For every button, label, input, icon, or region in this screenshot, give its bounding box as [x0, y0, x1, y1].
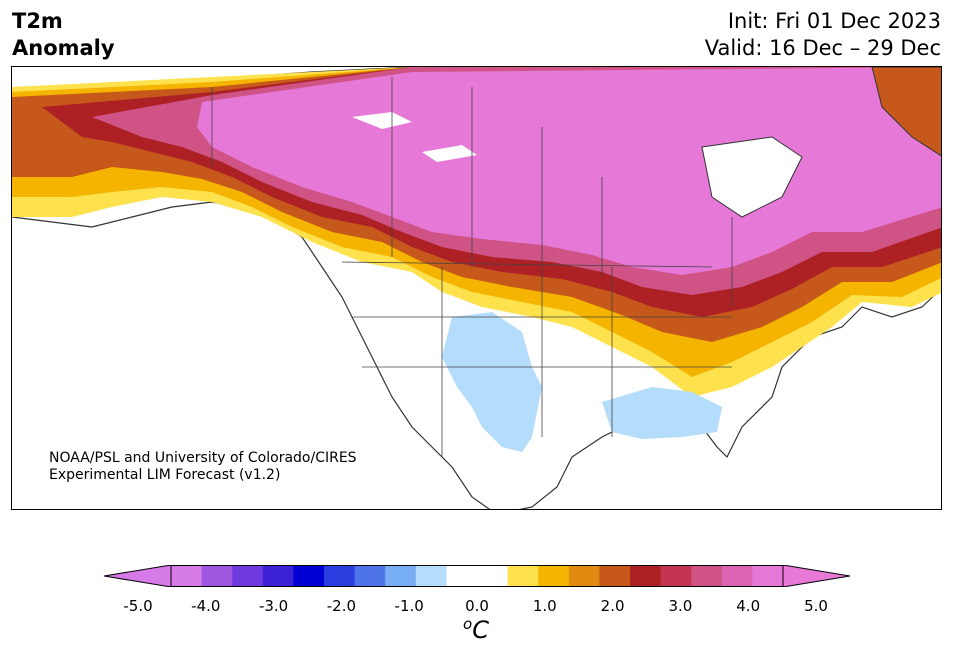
colorbar-cell: [721, 565, 753, 587]
colorbar-cell: [568, 565, 600, 587]
great-slave-lake: [352, 112, 412, 129]
colorbar-cell: [446, 565, 478, 587]
map-graphic: [12, 67, 941, 509]
title-line-1: T2m: [12, 9, 63, 33]
unit-label: oC: [463, 615, 489, 644]
colorbar-cell: [507, 565, 539, 587]
colorbar-cell: [752, 565, 784, 587]
colorbar-tick-label: 5.0: [804, 597, 828, 615]
hudson-bay: [701, 136, 803, 218]
credit-line-2: Experimental LIM Forecast (v1.2): [49, 467, 281, 483]
colorbar-cell: [660, 565, 692, 587]
colorbar: [104, 565, 850, 587]
unit-base: C: [472, 616, 489, 644]
colorbar-cell: [599, 565, 631, 587]
greenland: [871, 67, 941, 157]
colorbar-tick-label: 2.0: [600, 597, 625, 615]
anomaly-map: [11, 66, 942, 510]
colorbar-tick-label: 4.0: [736, 597, 761, 615]
colorbar-cell: [385, 565, 417, 587]
cool-patch-west: [442, 312, 542, 452]
colorbar-cell: [354, 565, 386, 587]
colorbar-tick-label: 3.0: [668, 597, 693, 615]
credit-line-1: NOAA/PSL and University of Colorado/CIRE…: [49, 450, 357, 466]
unit-degree: o: [463, 615, 473, 633]
colorbar-cell: [171, 565, 203, 587]
boundary-lines: [211, 77, 733, 457]
cool-patch-southeast: [602, 387, 722, 439]
colorbar-cell: [324, 565, 356, 587]
map-title: T2m Anomaly: [12, 8, 115, 62]
colorbar-tick-label: -5.0: [123, 597, 153, 615]
credit-text: NOAA/PSL and University of Colorado/CIRE…: [49, 450, 357, 484]
colorbar-tick-label: -3.0: [258, 597, 289, 615]
colorbar-cell: [201, 565, 233, 587]
colorbar-cell: [538, 565, 570, 587]
great-bear-lake: [422, 145, 477, 162]
valid-range: Valid: 16 Dec – 29 Dec: [704, 36, 941, 60]
colorbar-cell: [293, 565, 325, 587]
colorbar-tick-label: 1.0: [532, 597, 557, 615]
title-line-2: Anomaly: [12, 36, 115, 60]
colorbar-border: [170, 565, 784, 587]
colorbar-cell: [232, 565, 264, 587]
colorbar-tick-label: -4.0: [191, 597, 221, 615]
colorbar-cell: [262, 565, 294, 587]
date-info: Init: Fri 01 Dec 2023 Valid: 16 Dec – 29…: [705, 8, 941, 62]
colorbar-cell: [415, 565, 447, 587]
init-date: Init: Fri 01 Dec 2023: [727, 9, 941, 33]
colorbar-tick-label: 0.0: [465, 597, 489, 615]
colorbar-cell: [477, 565, 509, 587]
colorbar-tick-label: -2.0: [326, 597, 357, 615]
colorbar-extend-min: [104, 565, 172, 587]
colorbar-ticks: -5.0 -4.0 -3.0 -2.0 -1.0 0.0 1.0 2.0 3.0 4.0 5.0: [0, 597, 953, 617]
colorbar-cell: [691, 565, 723, 587]
colorbar-tick-label: -1.0: [394, 597, 424, 615]
colorbar-extend-max: [782, 565, 850, 587]
colorbar-cell: [630, 565, 662, 587]
colorbar-cells: [171, 565, 784, 587]
